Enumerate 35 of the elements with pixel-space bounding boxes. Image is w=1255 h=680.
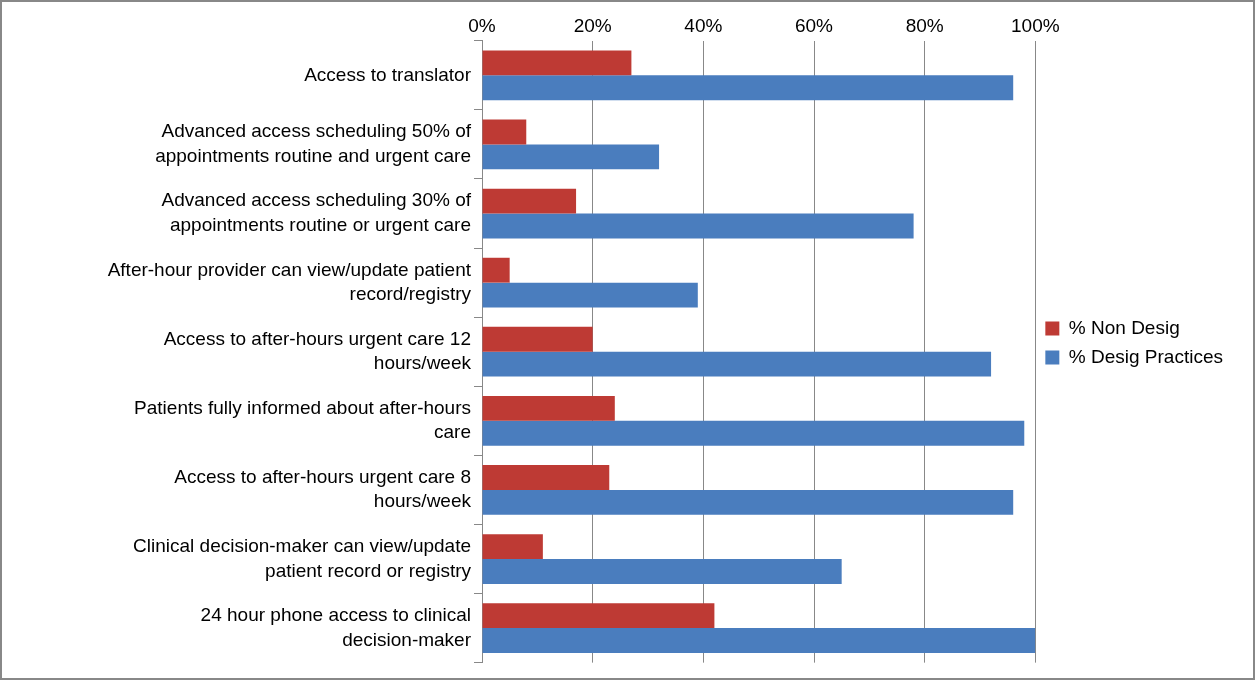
- bar: [482, 188, 577, 214]
- y-tick-label: Clinical decision-maker can view/update patient record or registry: [133, 534, 472, 581]
- bar: [482, 351, 992, 377]
- bar: [482, 559, 842, 584]
- x-tick-label: 60%: [794, 14, 834, 36]
- bar: [482, 257, 510, 283]
- bar: [482, 489, 1014, 515]
- y-tick-label: Access to after-hours urgent care 12 hours/week: [163, 327, 472, 374]
- bar: [482, 75, 1014, 101]
- x-tick-label: 40%: [684, 14, 723, 36]
- y-tick-label: After-hour provider can view/update patient record/registry: [107, 258, 472, 305]
- x-tick-label: 0%: [468, 14, 496, 36]
- bar: [482, 213, 914, 239]
- x-tick-label: 100%: [1011, 14, 1060, 36]
- legend-label: % Non Desig: [1068, 316, 1180, 338]
- bar: [482, 628, 1036, 653]
- bar: [482, 282, 698, 308]
- y-tick-label: Advanced access scheduling 30% of appointments routine or urgent care: [161, 189, 472, 236]
- bar: [482, 534, 543, 560]
- y-tick-label: Access to after-hours urgent care 8 hours/week: [174, 465, 472, 512]
- bar: [482, 420, 1025, 446]
- bar: [482, 144, 660, 170]
- bar: [482, 326, 593, 352]
- bar: [482, 465, 610, 490]
- bar: [482, 119, 527, 145]
- y-tick-label: Access to translator: [304, 63, 472, 85]
- bar: [482, 603, 715, 629]
- bar: [482, 50, 632, 76]
- y-tick-label: Advanced access scheduling 50% of appointments routine and urgent care: [155, 120, 472, 167]
- y-tick-label: 24 hour phone access to clinical decision-maker: [200, 603, 472, 650]
- bar: [482, 395, 615, 421]
- x-tick-label: 20%: [573, 14, 612, 36]
- y-tick-label: Patients fully informed about after-hours care: [134, 396, 471, 443]
- x-tick-label: 80%: [905, 14, 944, 36]
- legend-label: % Desig Practices: [1068, 345, 1224, 367]
